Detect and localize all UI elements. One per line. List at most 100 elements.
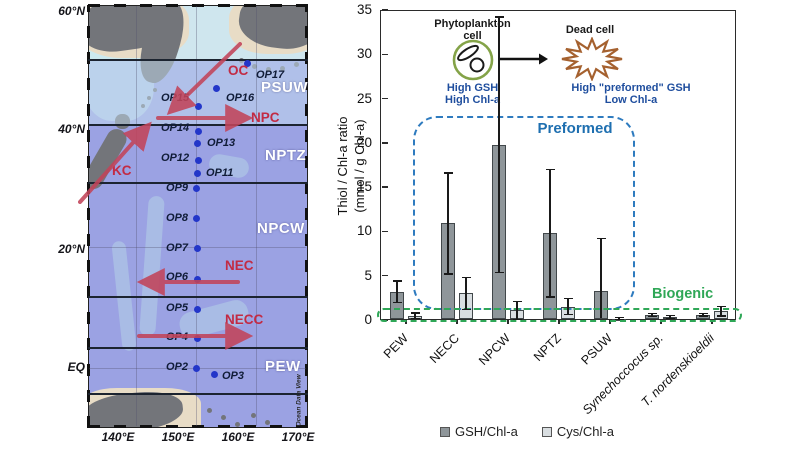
current-label-npc: NPC <box>251 110 280 125</box>
preformed-label: Preformed <box>537 120 613 137</box>
solomon-island <box>235 422 240 427</box>
y-tick-label: 0 <box>364 312 372 327</box>
station-label-op9: OP9 <box>166 182 189 194</box>
lat-label: 60°N <box>58 4 85 18</box>
error-bar-cap <box>494 271 504 273</box>
lon-label: 140°E <box>101 430 135 444</box>
station-dot-op12 <box>194 156 202 164</box>
gsh-legend-label: GSH/Chl-a <box>455 424 518 439</box>
station-label-op14: OP14 <box>161 122 190 134</box>
station-label-op13: OP13 <box>207 137 236 149</box>
error-bar-cap <box>512 318 522 320</box>
error-bar-line <box>702 313 704 316</box>
y-tick-label: 30 <box>356 46 372 62</box>
station-dot-op11 <box>193 169 201 177</box>
error-bar-line <box>414 312 416 319</box>
station-dot-op4 <box>193 334 201 342</box>
map-gridline-meridian <box>256 6 257 426</box>
solomon-island <box>265 420 270 425</box>
y-tick-label: 15 <box>356 179 372 195</box>
station-label-op11: OP11 <box>206 167 234 179</box>
station-dot-op2 <box>192 364 200 372</box>
current-label-nec: NEC <box>225 258 254 273</box>
solomon-island <box>251 413 256 418</box>
error-bar-cap <box>614 318 624 321</box>
water-mass-boundary <box>88 347 308 349</box>
lat-label: 20°N <box>58 242 85 256</box>
water-mass-label-nptz: NPTZ <box>265 147 307 164</box>
x-tick-mark <box>507 320 509 324</box>
preformed-gsh-text: High "preformed" GSH Low Chl-a <box>571 82 691 106</box>
solomon-island <box>221 415 226 420</box>
lon-label: 160°E <box>221 430 255 444</box>
error-bar-cap <box>698 312 708 314</box>
map-ruler-top <box>88 4 308 7</box>
error-bar-line <box>651 313 653 317</box>
station-label-op7: OP7 <box>166 242 189 254</box>
error-bar-cap <box>392 280 402 282</box>
station-dot-op17 <box>243 59 251 67</box>
y-tick-label: 25 <box>356 90 372 106</box>
water-mass-boundary <box>88 124 308 126</box>
biogenic-dashed-box <box>377 308 742 322</box>
x-tick-mark <box>609 320 611 324</box>
error-bar-line <box>669 315 671 319</box>
error-bar-line <box>600 238 602 318</box>
y-tick-label: 20 <box>356 134 372 150</box>
y-tick-mark <box>381 9 388 11</box>
error-bar-cap <box>698 315 708 317</box>
y-tick-mark <box>381 142 388 144</box>
error-bar-cap <box>443 172 453 174</box>
station-label-op8: OP8 <box>166 212 189 224</box>
error-bar-cap <box>461 308 471 310</box>
y-tick-mark <box>381 274 388 277</box>
error-bar-cap <box>647 316 657 318</box>
map-ruler-left <box>87 5 90 428</box>
error-bar-cap <box>596 237 606 240</box>
y-tick-label: 5 <box>364 267 372 283</box>
x-tick-mark <box>405 320 407 324</box>
error-bar-line <box>618 317 620 320</box>
station-label-op3: OP3 <box>222 370 245 382</box>
error-bar-cap <box>410 317 420 319</box>
error-bar-cap <box>545 296 555 298</box>
y-tick-label: 35 <box>356 2 372 17</box>
error-bar-line <box>567 298 569 315</box>
x-tick-mark <box>711 320 713 324</box>
error-bar-cap <box>392 301 402 303</box>
y-tick-mark <box>381 230 388 233</box>
station-label-op5: OP5 <box>166 302 189 314</box>
station-dot-op6 <box>193 275 201 283</box>
legend-item-cys: Cys/Chl-a <box>541 424 614 439</box>
x-tick-mark <box>456 320 458 324</box>
y-tick-mark <box>381 53 388 56</box>
plot-area <box>380 10 736 320</box>
cell-death-arrow <box>500 53 548 65</box>
error-bar-cap <box>494 16 504 18</box>
y-tick-mark <box>381 186 388 188</box>
cys-legend-label: Cys/Chl-a <box>556 424 614 439</box>
station-dot-op13 <box>193 139 201 147</box>
error-bar-cap <box>443 273 453 275</box>
error-bar-cap <box>614 317 624 319</box>
error-bar-cap <box>716 305 726 307</box>
error-bar-line <box>498 17 500 273</box>
y-tick-mark <box>381 97 388 100</box>
water-mass-boundary <box>88 393 308 395</box>
x-tick-mark <box>660 320 662 324</box>
cys-legend-swatch <box>541 426 552 437</box>
lon-label: 170°E <box>281 430 315 444</box>
error-bar-cap <box>665 314 675 317</box>
error-bar-cap <box>647 312 657 314</box>
station-dot-op7 <box>193 244 201 252</box>
error-bar-line <box>465 277 467 310</box>
solomon-island <box>207 408 212 413</box>
map-gridline-meridian <box>136 6 137 426</box>
station-dot-op5 <box>193 305 201 313</box>
error-bar-cap <box>512 300 522 302</box>
error-bar-cap <box>665 317 675 319</box>
chart-legend: GSH/Chl-a Cys/Chl-a <box>440 424 614 439</box>
error-bar-cap <box>410 312 420 314</box>
